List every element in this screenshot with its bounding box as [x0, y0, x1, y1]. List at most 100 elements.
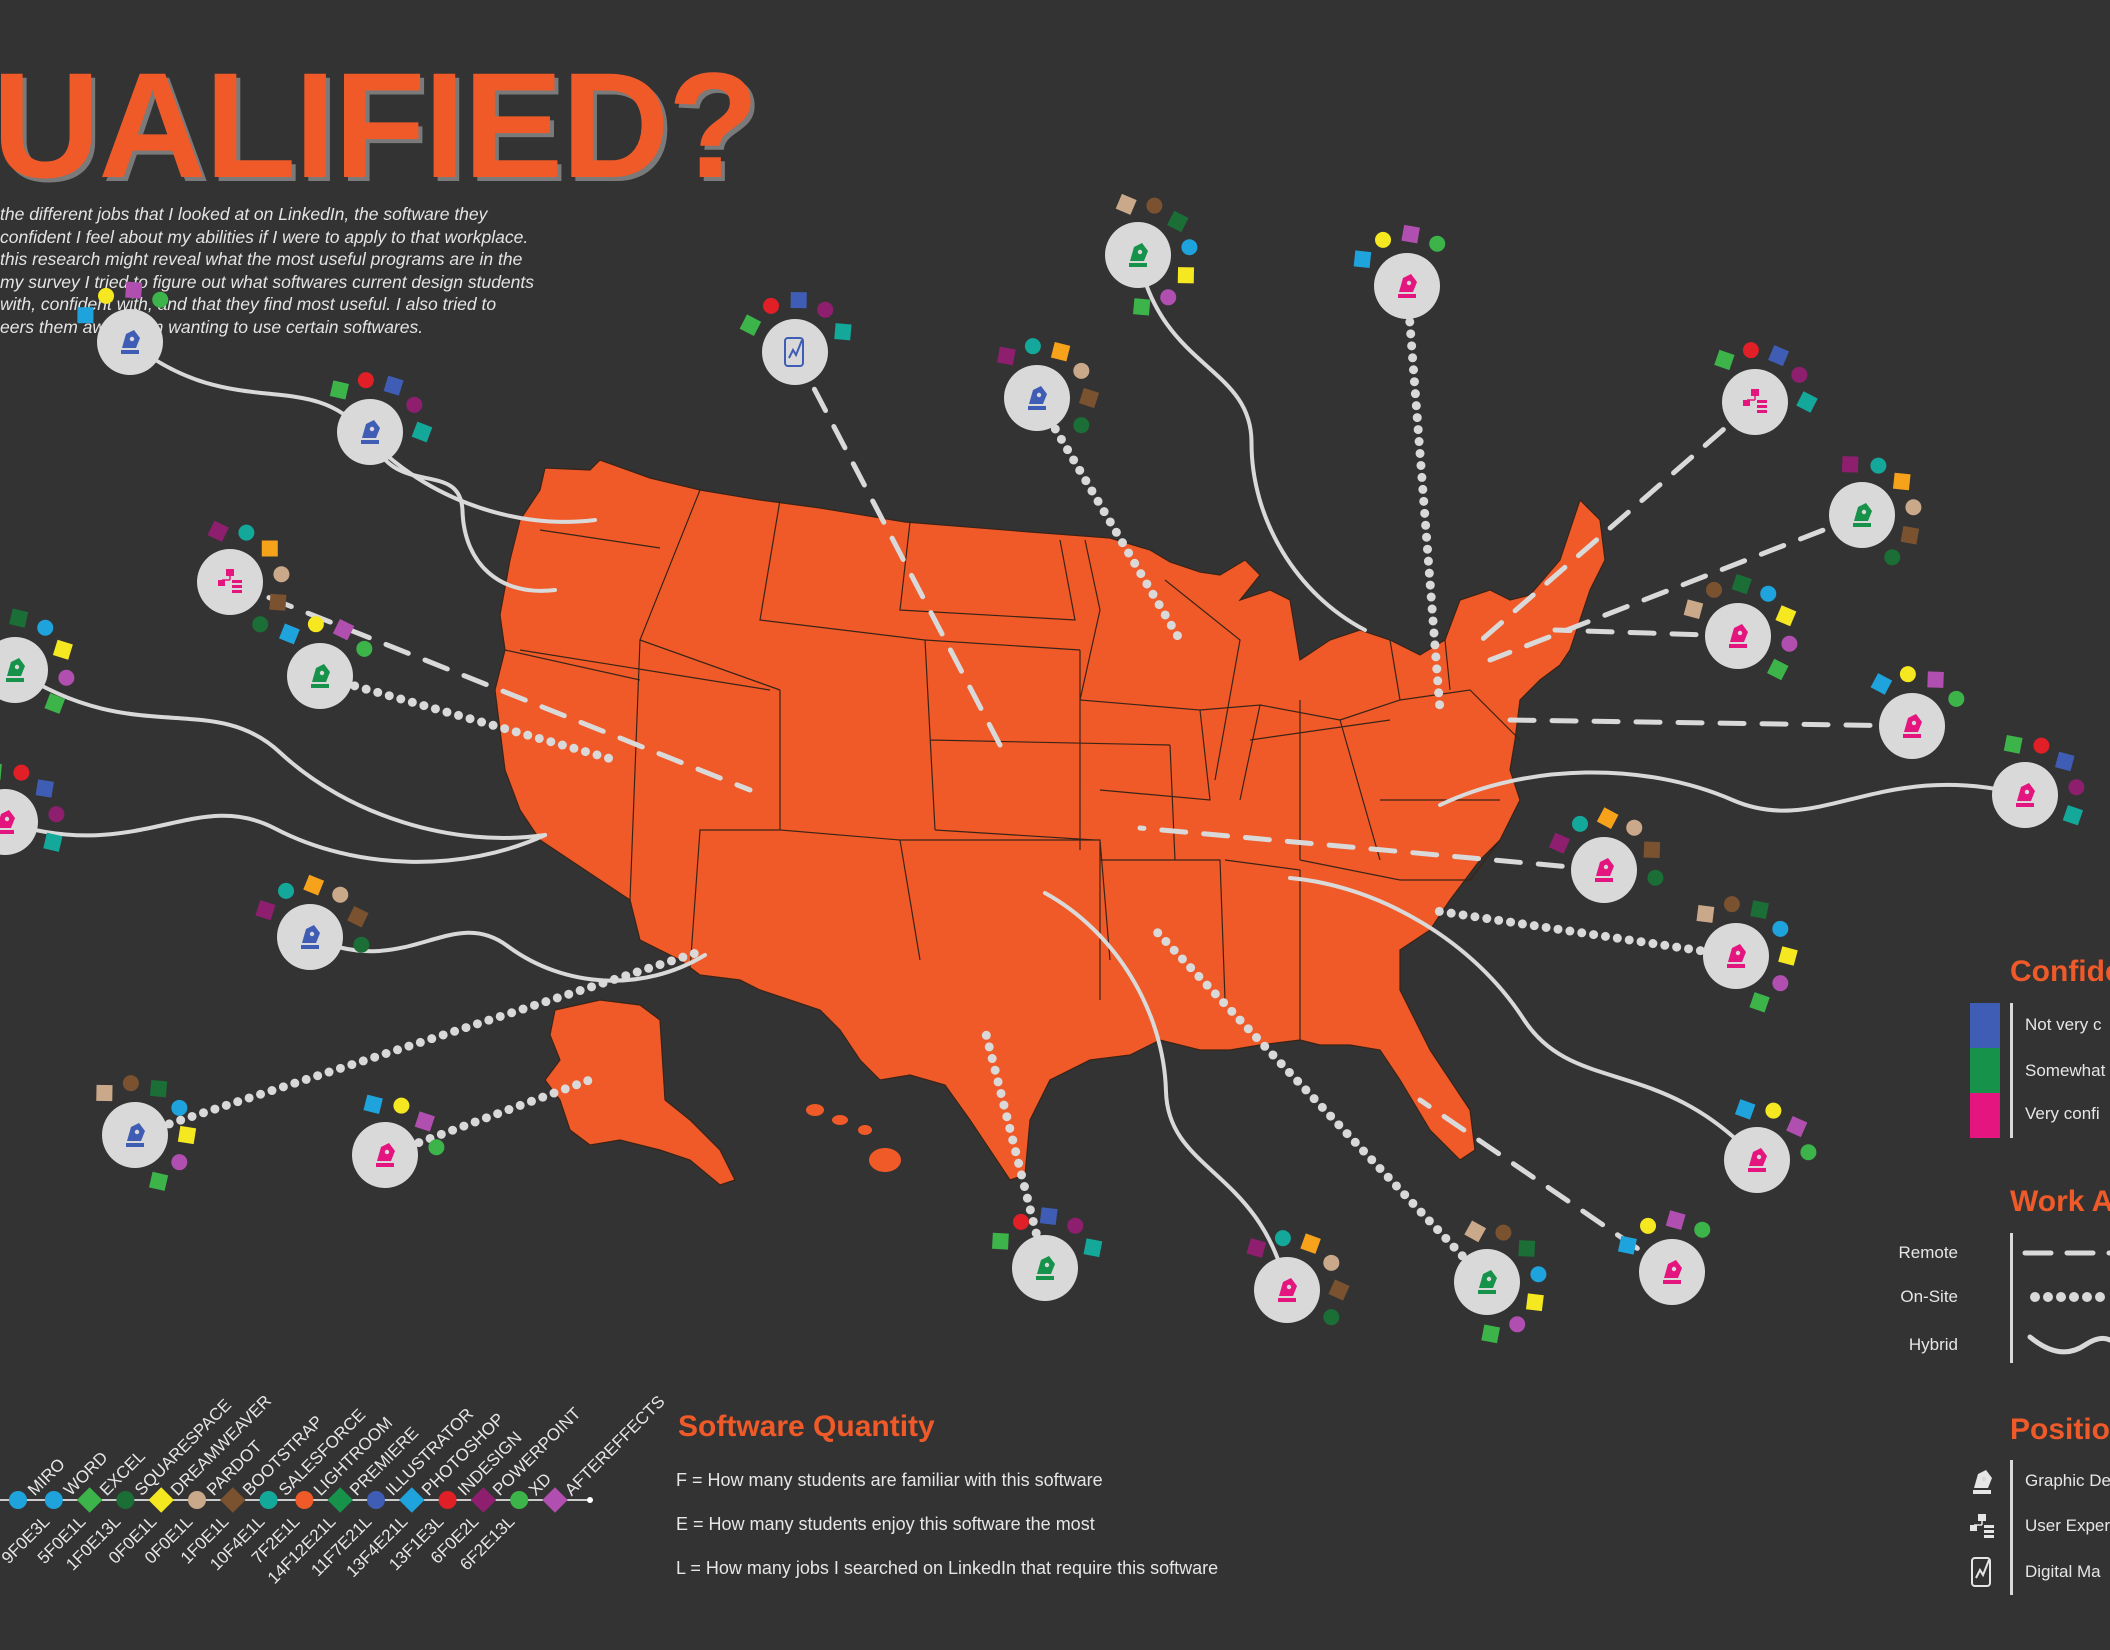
software-marker	[356, 640, 373, 657]
software-marker	[149, 1079, 168, 1098]
software-marker	[43, 832, 63, 852]
software-marker	[188, 1491, 206, 1509]
swatch-somewhat	[1970, 1048, 2000, 1093]
software-marker	[406, 396, 423, 413]
software-marker	[1800, 1144, 1817, 1161]
intro-line: with, confident with, and that they find…	[0, 294, 497, 315]
software-marker	[1481, 1324, 1501, 1344]
software-marker	[1067, 1217, 1084, 1234]
software-marker	[1146, 197, 1163, 214]
job-pin[interactable]	[739, 291, 852, 385]
software-marker	[37, 619, 54, 636]
software-marker	[1643, 841, 1661, 859]
software-marker	[1900, 525, 1920, 545]
job-pin[interactable]	[1714, 342, 1818, 435]
work-label-onsite: On-Site	[1900, 1287, 1958, 1306]
job-pin[interactable]	[0, 608, 75, 714]
job-pin[interactable]	[96, 1075, 197, 1191]
connectors	[3, 253, 2027, 1292]
software-marker	[992, 1232, 1009, 1250]
job-pin-disc	[197, 549, 263, 615]
software-marker	[1767, 658, 1789, 681]
software-marker	[1013, 1213, 1030, 1230]
software-marker	[1749, 992, 1770, 1013]
software-marker	[1899, 666, 1916, 683]
software-marker	[1596, 807, 1619, 829]
software-marker	[1768, 345, 1790, 367]
software-marker	[1274, 1230, 1291, 1247]
software-marker	[1083, 1238, 1103, 1258]
job-pin[interactable]	[1829, 456, 1922, 566]
software-marker	[1647, 869, 1664, 886]
flowchart-icon	[1969, 1513, 1995, 1539]
job-pin[interactable]	[1353, 224, 1446, 319]
software-marker	[763, 297, 780, 314]
software-marker	[1696, 905, 1715, 923]
job-pin[interactable]	[1617, 1210, 1711, 1305]
software-marker	[1731, 573, 1752, 595]
job-pin[interactable]	[0, 762, 65, 855]
job-pin[interactable]	[278, 616, 373, 709]
software-marker	[1177, 267, 1195, 284]
software-marker	[116, 1491, 135, 1509]
job-connector-dash	[1507, 717, 1915, 729]
software-marker	[1530, 1266, 1547, 1283]
software-marker	[1714, 349, 1735, 371]
software-marker	[411, 421, 433, 443]
software-marker	[58, 669, 75, 686]
software-marker	[13, 764, 30, 781]
software-marker	[1884, 549, 1901, 566]
job-pin[interactable]	[1870, 666, 1965, 759]
job-pin[interactable]	[352, 1094, 445, 1188]
job-pin[interactable]	[255, 874, 370, 970]
software-marker	[122, 1075, 139, 1092]
software-marker	[1760, 585, 1777, 602]
job-pin[interactable]	[77, 281, 169, 375]
position-label-ux: User Exper	[2025, 1516, 2110, 1535]
software-marker	[1694, 1221, 1711, 1238]
software-marker	[1772, 975, 1789, 992]
job-pin[interactable]	[1548, 807, 1664, 903]
software-marker	[790, 291, 807, 309]
software-marker	[1781, 635, 1798, 652]
job-pin[interactable]	[992, 1207, 1103, 1301]
job-pin[interactable]	[197, 520, 290, 633]
software-marker	[2003, 734, 2023, 754]
job-connector-dash	[1137, 825, 1607, 873]
work-label-hybrid: Hybrid	[1908, 1335, 1958, 1354]
job-pin[interactable]	[1724, 1099, 1817, 1193]
job-connector-wave	[1438, 770, 2027, 813]
job-pin[interactable]	[329, 372, 433, 465]
job-pin[interactable]	[1105, 193, 1198, 316]
job-pin[interactable]	[1683, 573, 1798, 681]
software-marker	[238, 524, 255, 541]
job-pin[interactable]	[1992, 734, 2085, 828]
software-marker	[510, 1491, 529, 1509]
software-marker	[332, 618, 355, 641]
job-pin[interactable]	[1454, 1220, 1547, 1344]
software-marker	[1927, 671, 1944, 688]
software-marker	[1870, 457, 1887, 474]
job-connector-wave	[3, 813, 547, 864]
job-pin[interactable]	[1246, 1230, 1350, 1326]
software-marker	[1750, 900, 1769, 920]
software-marker	[278, 623, 300, 645]
job-pin[interactable]	[997, 338, 1100, 434]
software-marker	[1765, 1102, 1782, 1119]
software-marker	[1525, 1293, 1544, 1312]
confidence-label-very: Very confi	[2025, 1104, 2100, 1123]
software-marker	[438, 1491, 457, 1509]
confidence-legend-rule	[2010, 1003, 2013, 1138]
software-marker	[35, 779, 54, 798]
sq-jobs-line: L = How many jobs I searched on LinkedIn…	[676, 1558, 1219, 1578]
software-marker	[1078, 387, 1100, 409]
software-marker	[96, 1084, 113, 1102]
alaska-shape	[544, 999, 736, 1186]
job-pin[interactable]	[1696, 896, 1798, 1013]
sq-enjoy-line: E = How many students enjoy this softwar…	[676, 1514, 1095, 1534]
position-legend-icons	[1969, 1470, 1995, 1587]
job-pins	[0, 193, 2085, 1344]
software-marker	[1617, 1235, 1637, 1255]
software-marker	[1870, 673, 1893, 695]
